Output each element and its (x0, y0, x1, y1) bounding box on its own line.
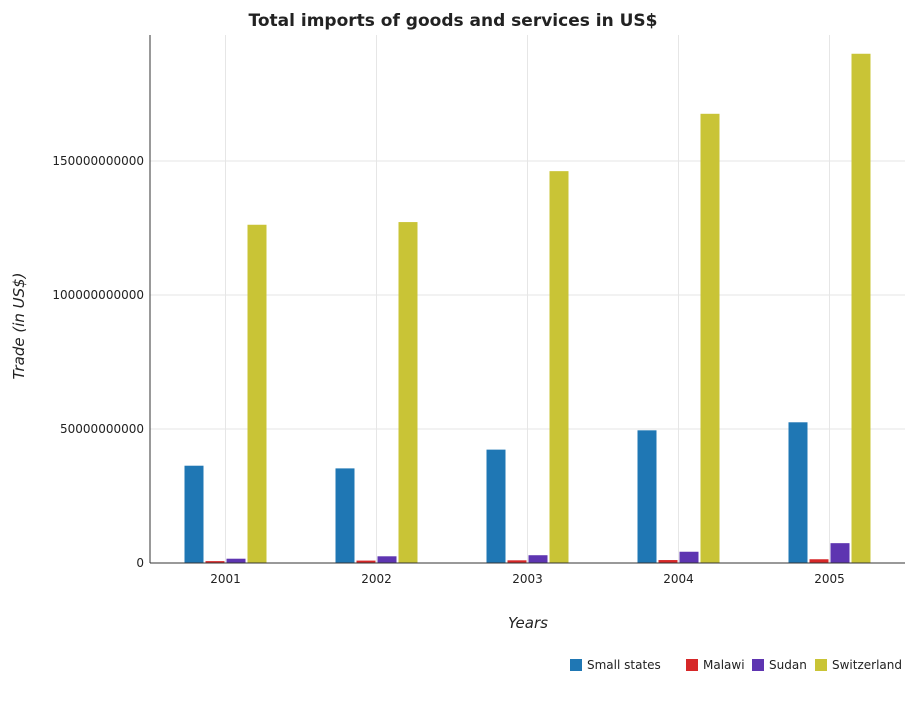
bar (851, 53, 871, 564)
legend-swatch (752, 659, 764, 671)
bar (398, 222, 418, 563)
bar (184, 465, 204, 563)
chart-title: Total imports of goods and services in U… (249, 11, 658, 31)
legend-label: Switzerland (832, 658, 902, 672)
bar (226, 558, 246, 563)
x-tick-label: 2002 (361, 572, 392, 586)
y-tick-label: 150000000000 (52, 154, 144, 168)
legend-label: Sudan (769, 658, 807, 672)
legend-swatch (686, 659, 698, 671)
bar (377, 556, 397, 563)
axes (149, 35, 905, 564)
bar (830, 543, 850, 563)
bar (486, 449, 506, 563)
y-tick-label: 100000000000 (52, 288, 144, 302)
legend-swatch (815, 659, 827, 671)
bar (658, 560, 678, 563)
y-tick-label: 0 (136, 556, 144, 570)
bar (507, 560, 527, 563)
bar (637, 430, 657, 563)
bar (679, 551, 699, 563)
bar (788, 422, 808, 563)
legend: Small states Malawi Sudan Switzerland (570, 658, 902, 672)
gridlines (150, 35, 905, 564)
bar (247, 224, 267, 564)
legend-swatch (570, 659, 582, 671)
bar (700, 113, 720, 563)
x-axis-title: Years (508, 614, 548, 632)
x-tick-label: 2001 (210, 572, 241, 586)
legend-label: Malawi (703, 658, 745, 672)
legend-label: Small states (587, 658, 661, 672)
bar (809, 559, 829, 563)
bar (549, 171, 569, 564)
x-tick-label: 2004 (663, 572, 694, 586)
bar (356, 560, 376, 563)
bars (184, 53, 871, 564)
x-tick-labels: 2001 2002 2003 2004 2005 (210, 572, 845, 586)
bar (205, 561, 225, 563)
y-tick-labels: 0 50000000000 100000000000 150000000000 (52, 154, 144, 570)
bar (528, 555, 548, 563)
y-tick-label: 50000000000 (60, 422, 144, 436)
bar (335, 468, 355, 563)
x-tick-label: 2005 (814, 572, 845, 586)
y-axis-title: Trade (in US$) (10, 272, 28, 379)
x-tick-label: 2003 (512, 572, 543, 586)
